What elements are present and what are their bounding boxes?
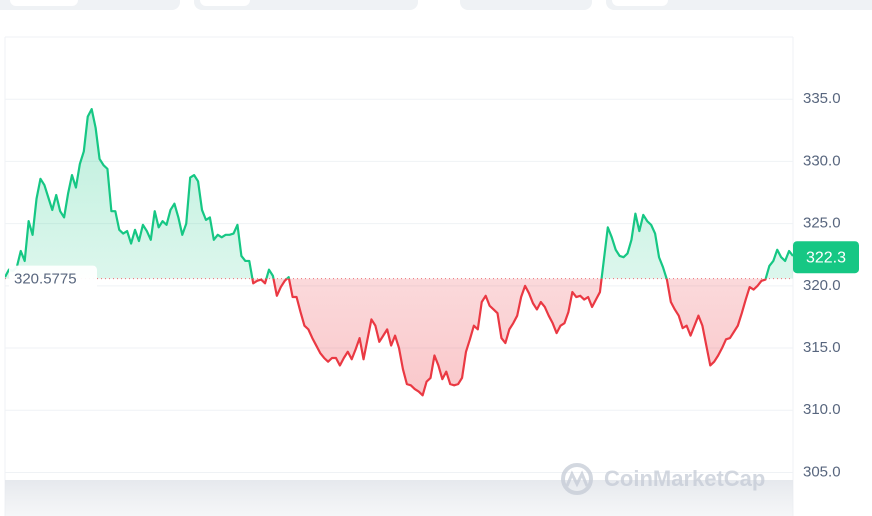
reference-label-box: [9, 265, 97, 292]
y-tick-label: 325.0: [803, 215, 841, 232]
tab[interactable]: [200, 0, 250, 6]
y-tick-label: 320.0: [803, 277, 841, 294]
area-below: [252, 278, 766, 396]
tab-group: [194, 0, 418, 10]
watermark-logo: [561, 463, 593, 495]
tab-group: [460, 0, 592, 10]
price-line-down: [251, 278, 767, 397]
current-price-box: [793, 241, 859, 274]
area-above: [5, 109, 793, 279]
watermark-text: CoinMarketCap: [604, 466, 765, 491]
price-line-up: [5, 108, 793, 279]
y-tick-label: 335.0: [803, 90, 841, 107]
volume-area: [5, 480, 793, 516]
grid: [5, 98, 793, 473]
y-tick-label: 315.0: [803, 339, 841, 356]
tab[interactable]: [10, 0, 78, 6]
top-tabs: [0, 0, 872, 10]
y-tick-label: 305.0: [803, 463, 841, 480]
tab-group: [606, 0, 872, 10]
labels: 305.0 310.0 315.0 320.0 325.0 330.0 335.0 320.5…: [9, 90, 859, 480]
tab[interactable]: [612, 0, 668, 6]
marks: [5, 108, 793, 397]
current-price-label: 322.3: [806, 249, 846, 266]
watermark: CoinMarketCap: [561, 463, 765, 495]
y-tick-label: 330.0: [803, 152, 841, 169]
reference-label: 320.5775: [14, 271, 77, 288]
watermark-logo: [565, 470, 589, 488]
y-tick-label: 310.0: [803, 401, 841, 418]
